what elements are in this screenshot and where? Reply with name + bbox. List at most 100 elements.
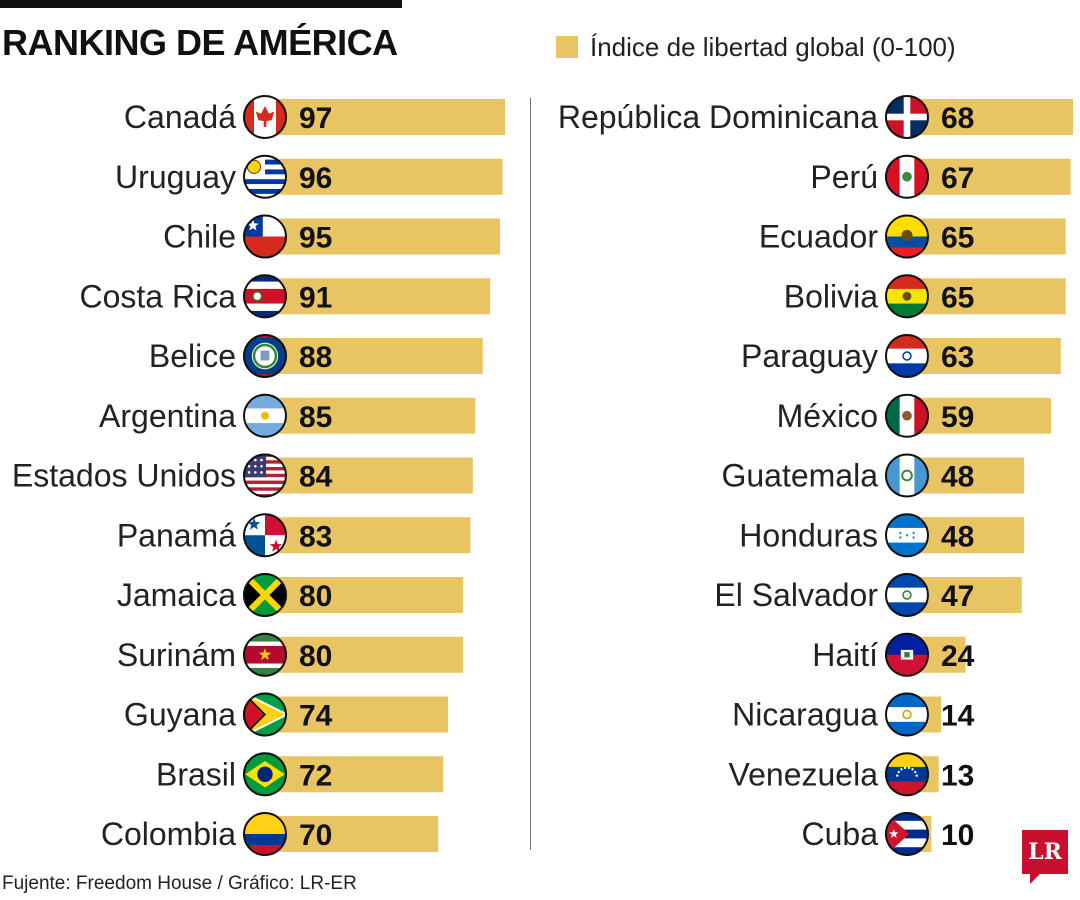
flag-outline — [243, 274, 287, 319]
cuba-flag-icon — [885, 812, 929, 856]
lr-logo: LR — [1022, 830, 1068, 884]
value-label: 13 — [941, 759, 974, 792]
bar — [907, 99, 1073, 135]
value-label: 80 — [299, 640, 332, 673]
category-label: Canadá — [124, 99, 236, 135]
category-label: Costa Rica — [80, 278, 237, 314]
category-label: Haití — [812, 637, 878, 673]
category-label: Guatemala — [721, 458, 878, 494]
value-label: 65 — [941, 222, 974, 255]
flag-outline — [243, 95, 287, 139]
value-label: 85 — [299, 401, 332, 434]
flag-outline — [885, 632, 929, 677]
flag-outline — [243, 632, 287, 677]
value-label: 48 — [941, 520, 974, 553]
usa-flag-icon — [243, 453, 287, 498]
value-label: 70 — [299, 819, 332, 852]
value-label: 88 — [299, 341, 332, 374]
value-label: 65 — [941, 281, 974, 314]
value-label: 83 — [299, 520, 332, 553]
value-label: 84 — [299, 461, 333, 494]
category-label: Honduras — [739, 517, 878, 553]
chile-flag-icon — [243, 214, 287, 259]
value-label: 95 — [299, 222, 332, 255]
bar — [265, 457, 473, 494]
legend-swatch — [556, 36, 578, 58]
value-label: 67 — [941, 162, 974, 195]
category-label: Guyana — [124, 697, 236, 733]
value-label: 48 — [941, 461, 974, 494]
costa-rica-flag-icon — [243, 274, 287, 319]
value-label: 24 — [941, 640, 975, 673]
value-label: 47 — [941, 580, 974, 613]
bar — [907, 158, 1071, 195]
category-label: Chile — [163, 219, 236, 255]
flag-outline — [885, 513, 929, 558]
bar — [265, 756, 444, 793]
bar — [265, 218, 501, 255]
category-label: Colombia — [101, 816, 236, 852]
bar — [907, 338, 1061, 374]
flag-outline — [885, 573, 929, 617]
haiti-flag-icon — [885, 632, 929, 677]
flag-outline — [885, 692, 929, 737]
flag-outline — [885, 154, 929, 199]
category-label: Nicaragua — [732, 697, 878, 733]
flag-outline — [885, 393, 929, 438]
colombia-flag-icon — [243, 812, 287, 856]
category-label: México — [777, 398, 878, 434]
flag-outline — [243, 513, 287, 558]
bar — [907, 278, 1066, 315]
flag-outline — [885, 812, 929, 856]
flag-outline — [243, 214, 287, 259]
category-label: Brasil — [156, 756, 236, 792]
flag-outline — [885, 274, 929, 319]
flag-outline — [885, 334, 929, 378]
category-label: Surinám — [117, 637, 236, 673]
bar — [907, 397, 1052, 434]
flag-outline — [885, 453, 929, 498]
category-label: Bolivia — [784, 278, 878, 314]
value-label: 96 — [299, 162, 332, 195]
bar — [265, 278, 491, 315]
chart-title: RANKING DE AMÉRICA — [2, 22, 398, 63]
category-label: Argentina — [99, 398, 236, 434]
flag-outline — [243, 154, 287, 199]
value-label: 80 — [299, 580, 332, 613]
value-label: 68 — [941, 102, 974, 135]
value-label: 14 — [941, 700, 975, 733]
bar — [265, 99, 505, 135]
category-label: Perú — [810, 159, 878, 195]
flag-outline — [243, 573, 287, 617]
top-rule — [0, 0, 402, 8]
value-label: 74 — [299, 700, 333, 733]
bar — [265, 338, 483, 374]
bar — [265, 517, 471, 554]
flag-outline — [243, 812, 287, 856]
source-note: Fujente: Freedom House / Gráfico: LR-ER — [2, 873, 357, 894]
column-divider — [530, 98, 531, 850]
flag-outline — [243, 393, 287, 438]
category-label: El Salvador — [714, 577, 878, 613]
value-label: 63 — [941, 341, 974, 374]
bar — [265, 636, 463, 673]
ecuador-flag-icon — [885, 214, 929, 259]
canada-flag-icon — [243, 95, 287, 139]
value-label: 91 — [299, 281, 332, 314]
value-label: 97 — [299, 102, 332, 135]
category-label: Panamá — [117, 517, 236, 553]
flag-outline — [243, 453, 287, 498]
category-label: Cuba — [802, 816, 879, 852]
category-label: Venezuela — [729, 756, 879, 792]
category-label: Jamaica — [117, 577, 236, 613]
category-label: Ecuador — [759, 219, 879, 255]
bar — [265, 696, 449, 733]
bar — [265, 397, 476, 434]
flag-outline — [243, 334, 287, 378]
flag-outline — [885, 214, 929, 259]
bar — [907, 218, 1066, 255]
category-label: República Dominicana — [558, 99, 878, 135]
legend-label: Índice de libertad global (0-100) — [590, 31, 956, 62]
flag-outline — [243, 692, 287, 737]
